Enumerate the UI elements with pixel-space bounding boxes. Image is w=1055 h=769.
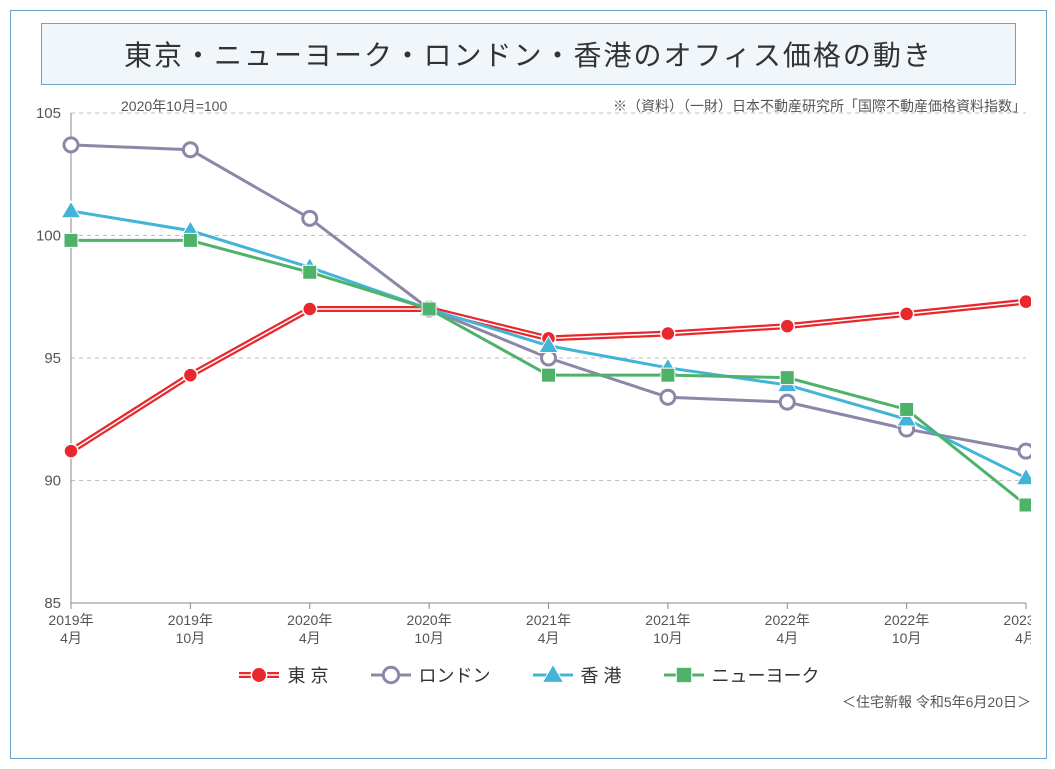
legend-item: ニューヨーク xyxy=(662,662,820,688)
svg-text:4月: 4月 xyxy=(776,630,798,646)
svg-text:4月: 4月 xyxy=(299,630,321,646)
svg-text:※（資料）（一財）日本不動産研究所「国際不動産価格資料指数」: ※（資料）（一財）日本不動産研究所「国際不動産価格資料指数」 xyxy=(613,98,1026,114)
line-chart: 8590951001052019年4月2019年10月2020年4月2020年1… xyxy=(26,93,1031,653)
svg-text:4月: 4月 xyxy=(538,630,560,646)
svg-text:85: 85 xyxy=(44,595,61,612)
svg-text:100: 100 xyxy=(36,228,61,245)
svg-text:2019年: 2019年 xyxy=(168,612,213,628)
svg-text:4月: 4月 xyxy=(60,630,82,646)
svg-text:2020年: 2020年 xyxy=(407,612,452,628)
title-box: 東京・ニューヨーク・ロンドン・香港のオフィス価格の動き xyxy=(41,23,1016,85)
legend: 東 京 ロンドン 香 港 ニューヨーク xyxy=(11,658,1046,688)
svg-text:2022年: 2022年 xyxy=(765,612,810,628)
svg-text:4月: 4月 xyxy=(1015,630,1031,646)
svg-text:95: 95 xyxy=(44,350,61,367)
svg-text:10月: 10月 xyxy=(176,630,206,646)
svg-text:2021年: 2021年 xyxy=(645,612,690,628)
svg-text:90: 90 xyxy=(44,473,61,490)
svg-text:2020年10月=100: 2020年10月=100 xyxy=(121,98,227,114)
svg-text:2022年: 2022年 xyxy=(884,612,929,628)
svg-text:2019年: 2019年 xyxy=(48,612,93,628)
svg-text:105: 105 xyxy=(36,105,61,122)
legend-item: 東 京 xyxy=(237,662,328,688)
chart-title: 東京・ニューヨーク・ロンドン・香港のオフィス価格の動き xyxy=(124,40,933,71)
legend-label: ニューヨーク xyxy=(712,662,820,688)
legend-label: 香 港 xyxy=(581,662,622,688)
chart-container: 東京・ニューヨーク・ロンドン・香港のオフィス価格の動き 85 90 95 100 105… xyxy=(10,10,1047,759)
svg-text:2020年: 2020年 xyxy=(287,612,332,628)
svg-text:10月: 10月 xyxy=(414,630,444,646)
legend-label: 東 京 xyxy=(287,662,328,688)
svg-text:2021年: 2021年 xyxy=(526,612,571,628)
legend-label: ロンドン xyxy=(419,662,491,688)
chart-area: 8590951001052019年4月2019年10月2020年4月2020年1… xyxy=(26,93,1031,658)
legend-item: 香 港 xyxy=(531,662,622,688)
svg-text:10月: 10月 xyxy=(892,630,922,646)
legend-item: ロンドン xyxy=(369,662,491,688)
footer-note: ＜住宅新報 令和5年6月20日＞ xyxy=(11,688,1046,718)
svg-text:10月: 10月 xyxy=(653,630,683,646)
svg-text:2023年: 2023年 xyxy=(1003,612,1031,628)
